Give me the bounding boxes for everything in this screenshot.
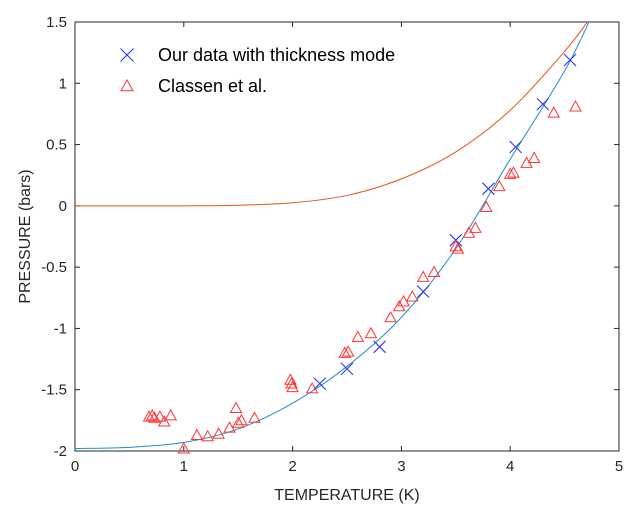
legend-item-classen: Classen et al.	[120, 76, 267, 96]
x-marker-stroke	[416, 285, 430, 299]
data-point-triangle	[449, 239, 463, 252]
data-point-triangle	[547, 106, 561, 118]
data-point-triangle	[177, 442, 191, 454]
x-tick-label: 3	[397, 458, 405, 475]
series-layer	[75, 22, 590, 454]
y-tick-label: 1.5	[46, 14, 67, 31]
ticks: 0 1 2 3 4 5 -2 -1.5 -1 -0.5 0 0.5 1 1.5	[41, 14, 623, 475]
y-axis-title: PRESSURE (bars)	[17, 169, 34, 303]
axes-box	[74, 21, 620, 452]
data-point-triangle	[148, 411, 161, 423]
fit-curve-blue	[75, 22, 590, 450]
data-point-triangle	[479, 200, 493, 212]
data-point-x	[536, 97, 550, 111]
data-point-triangle	[341, 345, 355, 357]
data-point-x	[482, 182, 495, 196]
data-point-triangle	[527, 151, 541, 163]
data-point-x	[340, 362, 354, 376]
x-marker-stroke	[120, 48, 134, 62]
data-point-x	[373, 340, 387, 354]
data-point-triangle	[212, 427, 225, 439]
legend-label: Classen et al.	[158, 76, 267, 96]
data-point-triangle	[507, 166, 520, 178]
x-tick-label: 1	[180, 458, 188, 475]
data-point-triangle	[384, 310, 397, 323]
data-point-x	[313, 377, 327, 390]
data-point-triangle	[492, 179, 506, 192]
data-point-triangle	[201, 429, 215, 442]
legend-marker-x	[120, 48, 134, 62]
x-marker-stroke	[482, 182, 495, 196]
y-tick-label: 0	[59, 198, 67, 215]
y-tick-label: -0.5	[41, 259, 67, 276]
data-point-triangle	[338, 346, 352, 358]
legend: Our data with thickness mode Classen et a…	[120, 45, 395, 96]
x-tick-label: 2	[288, 458, 296, 475]
legend-label: Our data with thickness mode	[158, 45, 395, 65]
data-point-triangle	[351, 330, 365, 342]
data-point-triangle	[153, 410, 167, 422]
x-tick-label: 5	[615, 458, 623, 475]
y-tick-label: -1	[54, 320, 67, 337]
plot-background	[75, 22, 619, 451]
plot-area	[75, 22, 619, 451]
data-point-triangle	[364, 326, 378, 339]
data-point-x	[416, 285, 430, 299]
x-marker-stroke	[340, 362, 354, 376]
y-tick-label: -1.5	[41, 382, 67, 399]
data-point-triangle	[145, 408, 159, 421]
data-point-triangle	[229, 401, 243, 413]
legend-marker-triangle	[120, 78, 134, 92]
data-point-triangle	[157, 415, 171, 427]
fit-curve-orange	[75, 22, 588, 207]
legend-item-thickness-mode: Our data with thickness mode	[120, 45, 395, 65]
data-point-triangle	[286, 380, 299, 393]
x-tick-label: 4	[506, 458, 514, 475]
x-marker-stroke	[373, 340, 387, 354]
data-point-triangle	[284, 373, 297, 385]
x-axis-title: TEMPERATURE (K)	[274, 487, 419, 504]
data-point-triangle	[285, 377, 298, 389]
data-point-triangle	[164, 408, 178, 421]
data-point-triangle	[190, 428, 204, 440]
x-tick-label: 0	[71, 458, 79, 475]
data-point-triangle	[569, 100, 582, 112]
data-point-triangle	[231, 416, 245, 428]
data-point-triangle	[451, 242, 465, 254]
data-point-triangle	[142, 410, 156, 422]
y-tick-label: -2	[54, 443, 67, 460]
data-point-triangle	[248, 411, 261, 423]
x-marker-stroke	[536, 97, 550, 111]
data-point-triangle	[469, 221, 482, 233]
y-tick-label: 1	[59, 75, 67, 92]
y-tick-label: 0.5	[46, 137, 67, 154]
series-classen	[142, 100, 582, 454]
data-point-x	[563, 53, 577, 67]
x-marker-stroke	[563, 53, 577, 67]
data-point-triangle	[503, 167, 517, 179]
axes	[74, 21, 620, 452]
x-marker-stroke	[313, 377, 327, 390]
data-point-triangle	[405, 290, 419, 302]
data-point-triangle	[427, 265, 441, 277]
series-thickness-mode	[313, 53, 577, 390]
x-marker-stroke	[509, 140, 523, 154]
data-point-triangle	[305, 381, 319, 394]
data-point-triangle	[416, 270, 430, 282]
data-point-triangle	[235, 413, 248, 426]
data-point-x	[509, 140, 523, 154]
